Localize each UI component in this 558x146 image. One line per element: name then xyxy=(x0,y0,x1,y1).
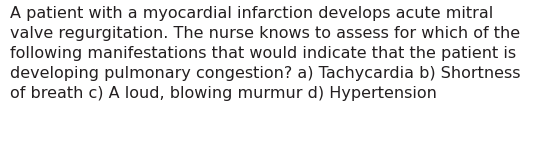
Text: A patient with a myocardial infarction develops acute mitral
valve regurgitation: A patient with a myocardial infarction d… xyxy=(10,6,521,101)
